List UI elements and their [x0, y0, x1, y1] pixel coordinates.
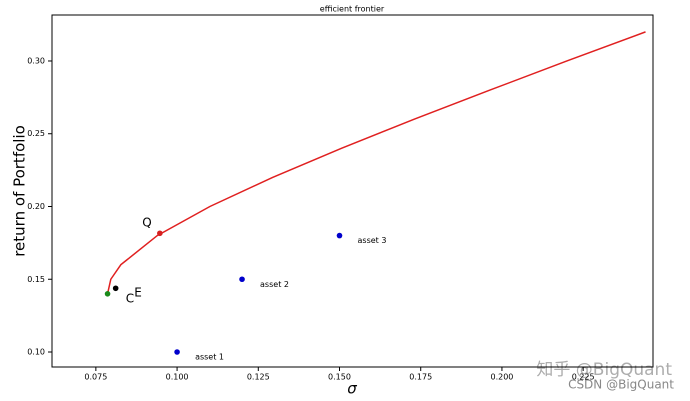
point	[112, 285, 119, 292]
point	[336, 232, 343, 239]
point	[174, 349, 180, 355]
chart-title: efficient frontier	[320, 5, 385, 14]
frontier-line	[106, 31, 646, 294]
watermark: 知乎 @BigQuant	[536, 360, 672, 380]
y-tick-label: 0.25	[27, 129, 45, 138]
annotation: C	[126, 292, 134, 306]
x-tick-label: 0.175	[409, 373, 432, 382]
y-tick-label: 0.10	[27, 348, 45, 357]
plot-frame	[51, 14, 654, 368]
y-tick-label: 0.20	[27, 202, 45, 211]
y-tick-label: 0.30	[27, 56, 45, 65]
x-tick-label: 0.075	[84, 373, 107, 382]
x-tick-label: 0.100	[166, 373, 189, 382]
y-tick-label: 0.15	[27, 275, 45, 284]
point	[157, 230, 163, 237]
point	[104, 291, 111, 297]
point-label: asset 3	[358, 236, 387, 245]
x-tick-label: 0.125	[247, 373, 270, 382]
x-axis-label: σ	[347, 380, 357, 398]
x-tick-label: 0.200	[490, 373, 513, 382]
annotation: Q	[142, 216, 151, 230]
x-tick-label: 0.150	[328, 373, 351, 382]
watermark: CSDN @BigQuant	[568, 378, 674, 392]
point	[239, 276, 245, 283]
point-label: asset 2	[260, 280, 289, 289]
y-axis-label: return of Portfolio	[11, 125, 29, 257]
x-tick-label: 0.225	[572, 373, 595, 382]
annotation: E	[134, 286, 142, 300]
point-label: asset 1	[195, 353, 224, 362]
